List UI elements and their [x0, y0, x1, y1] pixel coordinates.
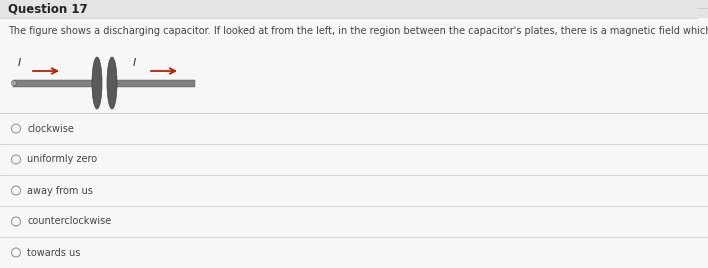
Circle shape [11, 80, 16, 85]
Bar [115, 80, 195, 87]
Text: uniformly zero: uniformly zero [27, 154, 97, 165]
Text: The figure shows a discharging capacitor. If looked at from the left, in the reg: The figure shows a discharging capacitor… [8, 26, 708, 36]
Text: away from us: away from us [27, 185, 93, 195]
Text: I: I [18, 58, 21, 68]
Text: towards us: towards us [27, 248, 81, 258]
Bar [0, 0, 708, 18]
Text: I: I [133, 58, 136, 68]
Text: counterclockwise: counterclockwise [27, 217, 111, 226]
Text: clockwise: clockwise [27, 124, 74, 133]
Ellipse shape [107, 57, 117, 109]
Text: Question 17: Question 17 [8, 2, 88, 16]
Bar [13, 80, 95, 87]
Ellipse shape [92, 57, 102, 109]
